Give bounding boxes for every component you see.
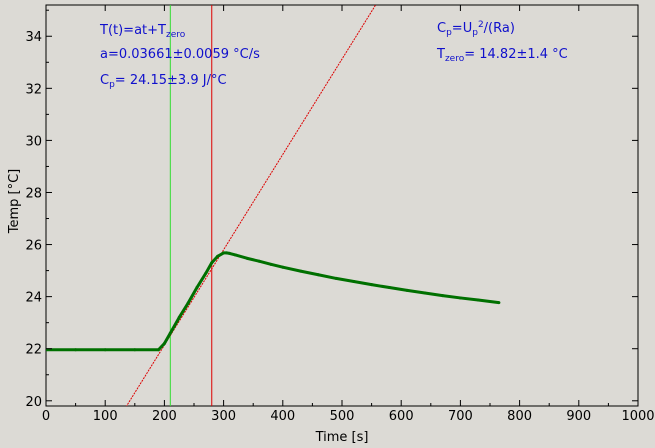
x-tick-label: 800 [507,409,532,424]
x-tick-label: 0 [42,409,50,424]
x-tick-label: 700 [448,409,473,424]
y-tick-label: 20 [25,395,42,410]
x-axis-title: Time [s] [315,430,369,445]
y-tick-label: 30 [25,134,42,149]
data-point [204,271,208,275]
data-point [222,251,226,255]
data-point [405,288,409,292]
x-tick-label: 500 [330,409,355,424]
x-tick-label: 400 [270,409,295,424]
data-point [233,253,237,257]
data-point [210,261,214,265]
measured-temperature-line [46,251,500,352]
data-point [334,276,338,280]
x-tick-label: 200 [152,409,177,424]
data-point [387,286,391,290]
y-tick-label: 24 [25,291,42,306]
annotation-slope: a=0.03661±0.0059 °C/s [100,47,260,62]
annotation-tzero: Tzero= 14.82±1.4 °C [437,47,568,64]
data-point [195,286,199,290]
data-point [245,256,249,260]
data-point [257,259,261,263]
data-point [216,254,220,258]
data-point [458,296,462,300]
annotation-cp-formula: Cp=Up2/(Ra) [437,20,515,38]
data-point [269,262,273,266]
data-point [352,280,356,284]
x-tick-label: 600 [389,409,414,424]
data-point [162,342,166,346]
data-point [156,348,160,352]
y-tick-label: 34 [25,30,42,45]
data-point [103,348,107,352]
data-point [74,348,78,352]
data-point [133,348,137,352]
data-point [228,251,232,255]
data-point [497,301,501,305]
y-tick-label: 26 [25,239,42,254]
data-point [186,301,190,305]
y-tick-label: 32 [25,82,42,97]
x-tick-label: 300 [211,409,236,424]
y-tick-label: 28 [25,186,42,201]
x-tick-label: 100 [93,409,118,424]
data-point [423,291,427,295]
data-point [476,298,480,302]
x-tick-label: 1000 [621,409,654,424]
data-point [281,265,285,269]
annotation-heat-capacity: Cp= 24.15±3.9 J/°C [100,73,227,90]
data-point [168,331,172,335]
y-tick-label: 22 [25,343,42,358]
data-point [441,294,445,298]
data-point [299,269,303,273]
data-point [225,251,229,255]
data-point [177,315,181,319]
plot-frame [45,4,639,407]
data-point [370,283,374,287]
y-axis-title: Temp [°C] [7,169,22,235]
data-point [316,273,320,277]
x-tick-label: 900 [566,409,591,424]
annotation-model: T(t)=at+Tzero [100,23,186,40]
